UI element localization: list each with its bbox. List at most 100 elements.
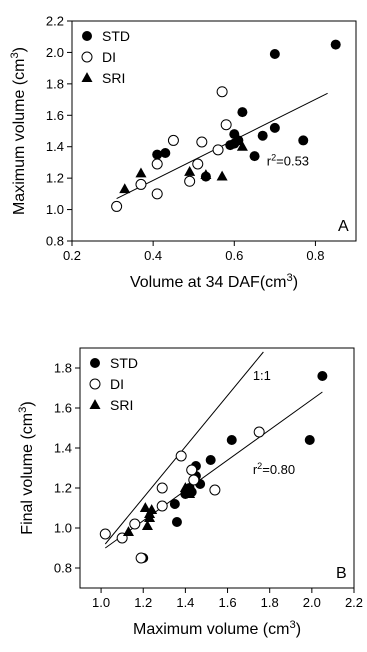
panel-b-r-squared-annotation: r2=0.80 bbox=[253, 461, 295, 477]
panel-a-point-di bbox=[111, 200, 123, 212]
panel-a-x-tick-label: 0.8 bbox=[306, 248, 324, 263]
panel-a-point-sri bbox=[236, 140, 248, 151]
panel-b-point-std bbox=[226, 435, 237, 445]
panel-a-point-std bbox=[249, 151, 260, 162]
panel-a-legend-label-std: STD bbox=[102, 28, 130, 44]
panel-a-point-sri bbox=[216, 170, 228, 181]
panel-b-x-tick-label: 1.4 bbox=[176, 595, 194, 610]
panel-a-point-sri bbox=[184, 165, 196, 176]
panel-a-point-di bbox=[184, 175, 196, 187]
panel-b-point-sri bbox=[179, 482, 191, 492]
panel-b-y-tick-label: 1.8 bbox=[54, 361, 72, 376]
panel-a-x-axis-label: Volume at 34 DAF(cm3) bbox=[130, 272, 298, 291]
panel-a-point-std bbox=[237, 107, 248, 118]
panel-b-x-tick-label: 1.2 bbox=[134, 595, 152, 610]
panel-a-point-std bbox=[298, 135, 309, 146]
chart-panel-b: 1.0 1.2 1.4 1.6 1.8 2.0 2.2 0.8 1.0 1.2 1.4 1.6 1.8 M… bbox=[17, 347, 363, 638]
panel-a-x-tick-label: 0.6 bbox=[225, 248, 243, 263]
panel-b-series-di bbox=[99, 426, 265, 564]
panel-a-series-sri bbox=[119, 140, 248, 194]
panel-b-point-di bbox=[156, 500, 168, 512]
panel-a-x-tick-label: 0.2 bbox=[63, 248, 81, 263]
panel-a-point-std bbox=[233, 135, 244, 146]
panel-b-y-axis-label: Final volume (cm3) bbox=[17, 401, 36, 534]
panel-a-x-tick-label: 0.4 bbox=[144, 248, 162, 263]
panel-a-point-sri bbox=[200, 169, 212, 179]
panel-a-series-di bbox=[111, 86, 232, 212]
panel-b-x-axis-label: Maximum volume (cm3) bbox=[133, 619, 301, 638]
panel-b-point-sri bbox=[146, 504, 158, 514]
panel-b-point-di bbox=[99, 528, 111, 540]
panel-a-y-tick-label: 1.4 bbox=[46, 139, 64, 154]
panel-a-y-tick-label: 0.8 bbox=[46, 234, 64, 249]
panel-b-point-sri bbox=[144, 512, 156, 522]
panel-b-legend-label-sri: SRI bbox=[110, 397, 133, 413]
panel-b-x-tick-label: 1.8 bbox=[261, 595, 279, 610]
panel-a-point-sri bbox=[119, 183, 131, 194]
panel-b-point-std bbox=[304, 435, 315, 445]
panel-b-point-di bbox=[175, 450, 187, 462]
panel-b-series-std bbox=[138, 371, 328, 563]
panel-a-point-std bbox=[160, 148, 171, 158]
chart-panel-a: 0.2 0.4 0.6 0.8 0.8 1.0 1.2 1.4 1.6 1.8 2.0 2.2 Volu… bbox=[9, 14, 357, 291]
panel-a-r-squared-annotation: r2=0.53 bbox=[267, 153, 309, 169]
panel-b-point-sri bbox=[139, 502, 151, 512]
panel-a-point-std bbox=[152, 149, 163, 160]
panel-a-y-tick-label: 2.0 bbox=[46, 45, 64, 60]
panel-a-point-di bbox=[216, 86, 228, 98]
panel-b-legend-marker-std bbox=[90, 358, 100, 368]
panel-b-point-di bbox=[135, 552, 147, 564]
panel-b-one-to-one-line bbox=[104, 351, 264, 545]
panel-b-legend-label-di: DI bbox=[110, 376, 124, 392]
panel-b-y-tick-label: 0.8 bbox=[54, 561, 72, 576]
panel-a-y-tick-label: 1.2 bbox=[46, 171, 64, 186]
panel-b-x-tick-label: 1.6 bbox=[218, 595, 236, 610]
panel-b-y-tick-label: 1.2 bbox=[54, 481, 72, 496]
panel-a-series-std bbox=[152, 39, 341, 182]
panel-b-x-tick-label: 1.0 bbox=[92, 595, 110, 610]
panel-a-point-sri bbox=[135, 167, 147, 178]
panel-b-legend-label-std: STD bbox=[110, 355, 138, 371]
panel-a-point-di bbox=[212, 144, 224, 156]
panel-b-point-sri bbox=[184, 488, 196, 498]
panel-b-y-tick-label: 1.4 bbox=[54, 441, 72, 456]
panel-a-point-std bbox=[330, 39, 341, 50]
panel-b-point-di bbox=[129, 518, 141, 530]
panel-a-point-di bbox=[135, 178, 147, 190]
panel-a-point-di bbox=[192, 158, 204, 170]
panel-b-one-to-one-label: 1:1 bbox=[253, 368, 271, 383]
panel-b-legend-marker-di bbox=[89, 378, 101, 390]
panel-a-plot-frame bbox=[71, 20, 357, 242]
panel-a-legend-marker-di bbox=[81, 51, 93, 63]
panel-a-point-std bbox=[269, 49, 280, 59]
panel-b-y-tick-label: 1.0 bbox=[54, 521, 72, 536]
panel-b-point-di bbox=[156, 482, 168, 494]
panel-b-x-tick-label: 2.2 bbox=[345, 595, 363, 610]
panel-a-legend-marker-sri bbox=[81, 72, 93, 82]
panel-a-regression-line bbox=[116, 92, 328, 200]
panel-b-y-tick-label: 1.6 bbox=[54, 401, 72, 416]
panel-b-regression-line bbox=[105, 391, 323, 549]
panel-a-y-tick-label: 1.0 bbox=[46, 202, 64, 217]
panel-a-legend-label-di: DI bbox=[102, 49, 116, 65]
panel-b-point-di bbox=[253, 426, 265, 438]
panel-b-point-sri bbox=[122, 526, 134, 536]
panel-a-panel-label: A bbox=[338, 218, 349, 235]
panel-b-point-std bbox=[317, 371, 328, 381]
panel-b-point-std bbox=[169, 499, 180, 509]
panel-a-y-tick-label: 1.6 bbox=[46, 108, 64, 123]
panel-a-legend-label-sri: SRI bbox=[102, 70, 125, 86]
panel-b-plot-frame bbox=[79, 347, 355, 589]
panel-a-point-di bbox=[151, 158, 163, 170]
panel-b-panel-label: B bbox=[336, 565, 347, 582]
panel-a-y-axis-label: Maximum volume (cm3) bbox=[9, 47, 28, 215]
panel-b-point-std bbox=[171, 517, 182, 527]
panel-b-point-sri bbox=[141, 520, 153, 530]
panel-b-legend: STD DI SRI bbox=[89, 355, 138, 413]
panel-b-point-di bbox=[209, 484, 221, 496]
panel-a-point-di bbox=[196, 136, 208, 148]
panel-a-y-tick-label: 1.8 bbox=[46, 76, 64, 91]
panel-b-legend-marker-sri bbox=[89, 399, 101, 409]
panel-b-x-tick-label: 2.0 bbox=[303, 595, 321, 610]
